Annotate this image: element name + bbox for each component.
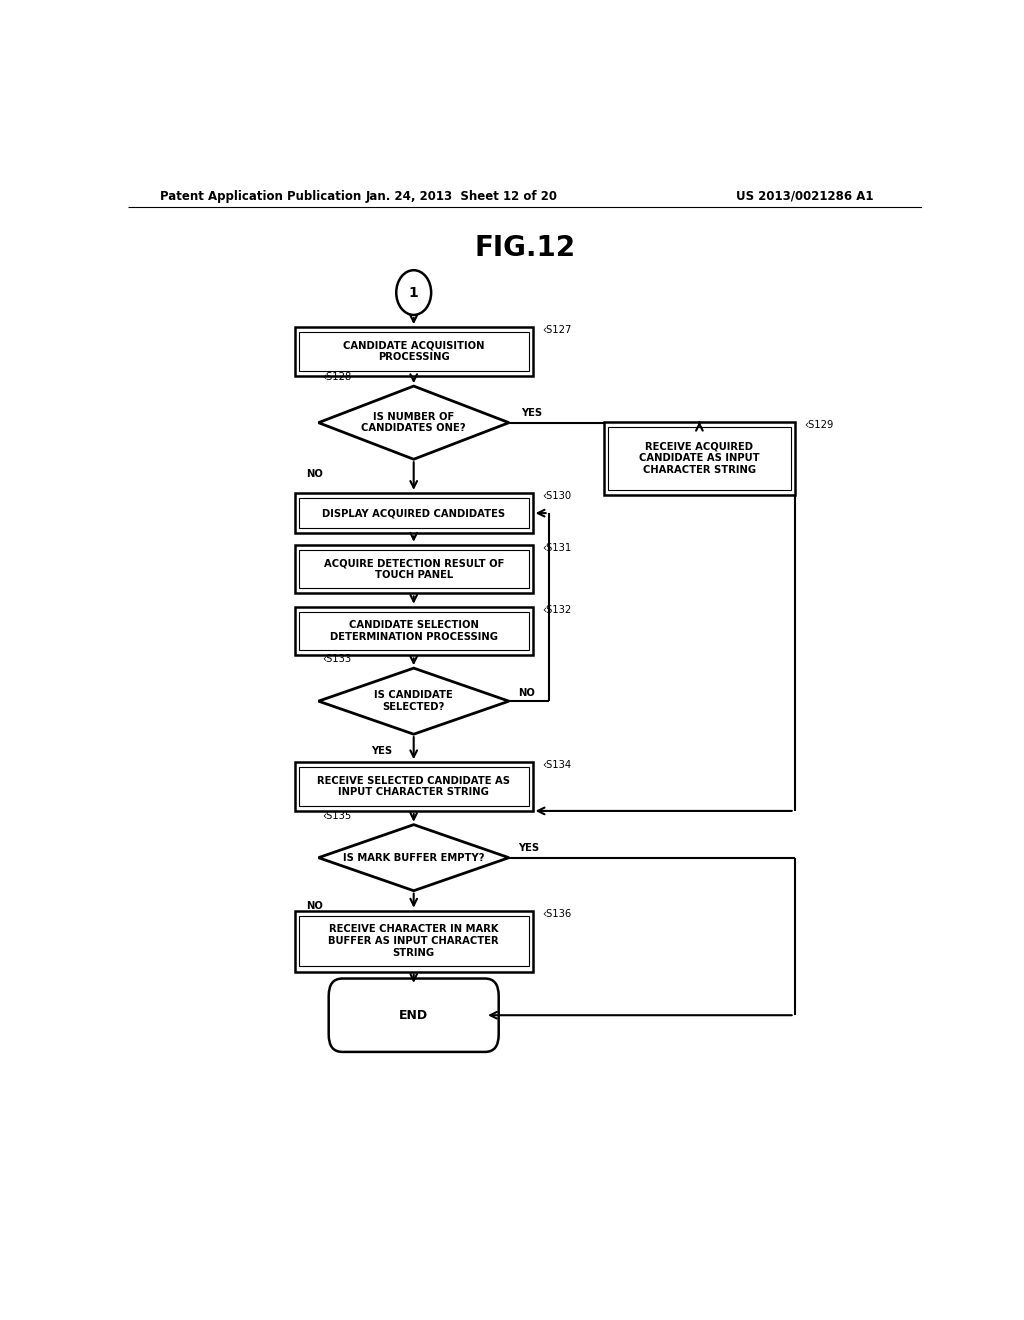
- Text: IS NUMBER OF
CANDIDATES ONE?: IS NUMBER OF CANDIDATES ONE?: [361, 412, 466, 433]
- Text: NO: NO: [518, 688, 536, 698]
- Text: ‹S130: ‹S130: [543, 491, 571, 500]
- FancyBboxPatch shape: [295, 492, 532, 533]
- Text: YES: YES: [372, 746, 392, 756]
- Text: IS CANDIDATE
SELECTED?: IS CANDIDATE SELECTED?: [375, 690, 453, 711]
- Text: ‹S127: ‹S127: [543, 325, 571, 335]
- Text: RECEIVE SELECTED CANDIDATE AS
INPUT CHARACTER STRING: RECEIVE SELECTED CANDIDATE AS INPUT CHAR…: [317, 776, 510, 797]
- Text: ‹S136: ‹S136: [543, 908, 571, 919]
- Text: CANDIDATE ACQUISITION
PROCESSING: CANDIDATE ACQUISITION PROCESSING: [343, 341, 484, 362]
- Text: ‹S131: ‹S131: [543, 543, 571, 553]
- Circle shape: [396, 271, 431, 315]
- FancyBboxPatch shape: [329, 978, 499, 1052]
- FancyBboxPatch shape: [295, 327, 532, 376]
- Text: 1: 1: [409, 285, 419, 300]
- Text: ACQUIRE DETECTION RESULT OF
TOUCH PANEL: ACQUIRE DETECTION RESULT OF TOUCH PANEL: [324, 558, 504, 579]
- FancyBboxPatch shape: [604, 421, 795, 495]
- FancyBboxPatch shape: [295, 545, 532, 594]
- FancyBboxPatch shape: [299, 549, 528, 589]
- Text: RECEIVE ACQUIRED
CANDIDATE AS INPUT
CHARACTER STRING: RECEIVE ACQUIRED CANDIDATE AS INPUT CHAR…: [639, 442, 760, 475]
- Text: ‹S128: ‹S128: [323, 372, 351, 381]
- FancyBboxPatch shape: [295, 911, 532, 972]
- Text: Jan. 24, 2013  Sheet 12 of 20: Jan. 24, 2013 Sheet 12 of 20: [366, 190, 557, 202]
- Text: RECEIVE CHARACTER IN MARK
BUFFER AS INPUT CHARACTER
STRING: RECEIVE CHARACTER IN MARK BUFFER AS INPU…: [329, 924, 499, 957]
- FancyBboxPatch shape: [299, 333, 528, 371]
- FancyBboxPatch shape: [299, 916, 528, 966]
- Text: YES: YES: [518, 842, 540, 853]
- FancyBboxPatch shape: [295, 607, 532, 656]
- Text: END: END: [399, 1008, 428, 1022]
- FancyBboxPatch shape: [295, 762, 532, 810]
- Text: CANDIDATE SELECTION
DETERMINATION PROCESSING: CANDIDATE SELECTION DETERMINATION PROCES…: [330, 620, 498, 642]
- FancyBboxPatch shape: [608, 426, 791, 490]
- FancyBboxPatch shape: [299, 767, 528, 805]
- Text: ‹S135: ‹S135: [323, 810, 351, 821]
- Text: ‹S134: ‹S134: [543, 760, 571, 770]
- Text: ‹S132: ‹S132: [543, 605, 571, 615]
- Polygon shape: [318, 825, 509, 891]
- Text: ‹S133: ‹S133: [323, 653, 351, 664]
- Text: NO: NO: [306, 470, 323, 479]
- Text: Patent Application Publication: Patent Application Publication: [160, 190, 361, 202]
- FancyBboxPatch shape: [299, 498, 528, 528]
- Polygon shape: [318, 668, 509, 734]
- Text: US 2013/0021286 A1: US 2013/0021286 A1: [736, 190, 873, 202]
- Text: IS MARK BUFFER EMPTY?: IS MARK BUFFER EMPTY?: [343, 853, 484, 863]
- Text: NO: NO: [306, 900, 323, 911]
- Text: YES: YES: [521, 408, 542, 417]
- Text: FIG.12: FIG.12: [474, 234, 575, 261]
- Text: ‹S129: ‹S129: [804, 420, 834, 429]
- Text: DISPLAY ACQUIRED CANDIDATES: DISPLAY ACQUIRED CANDIDATES: [323, 508, 505, 519]
- Polygon shape: [318, 385, 509, 459]
- FancyBboxPatch shape: [299, 611, 528, 651]
